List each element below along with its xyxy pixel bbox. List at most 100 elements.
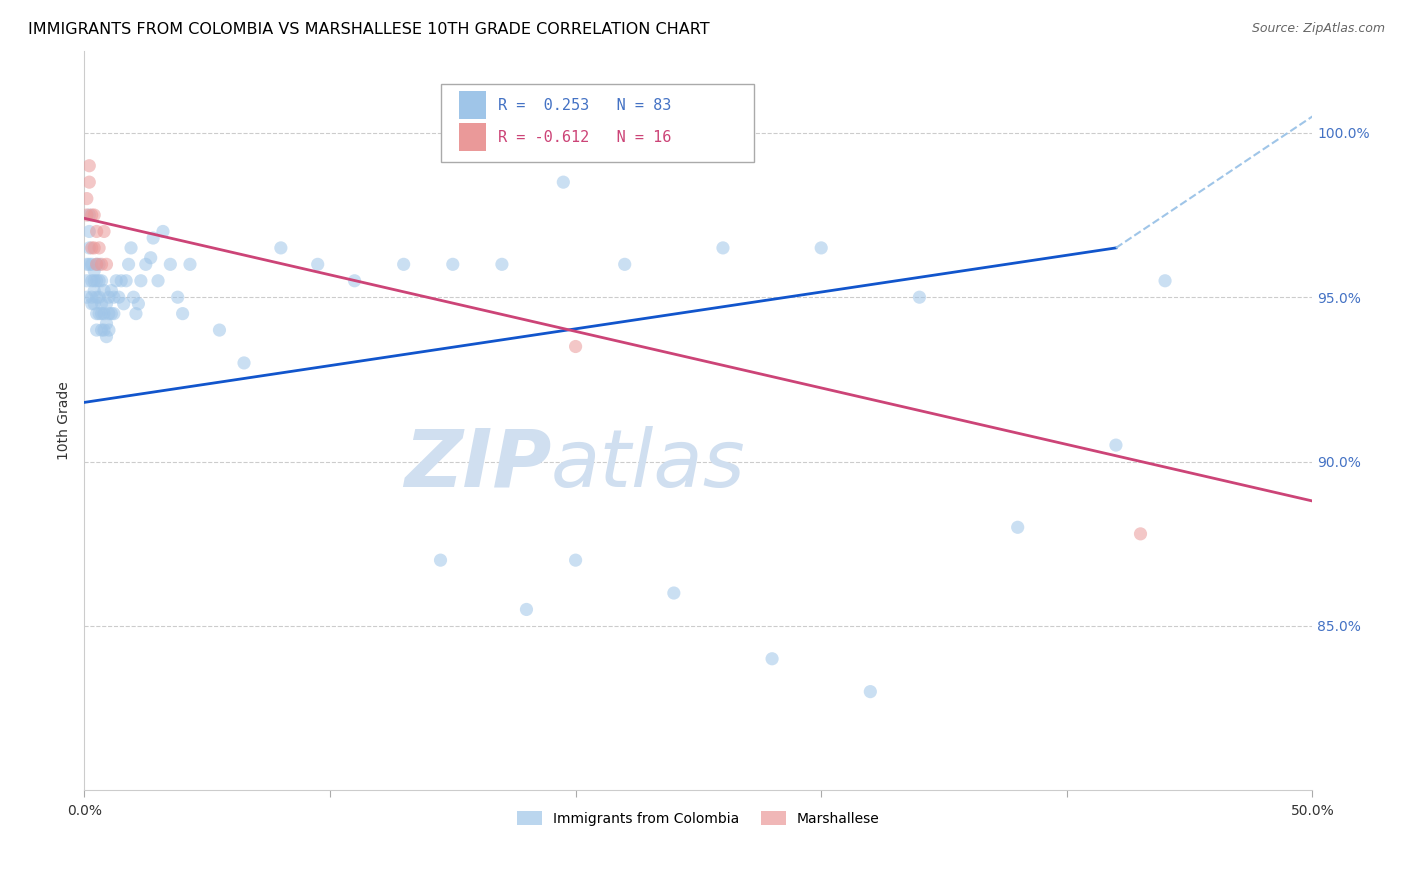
Y-axis label: 10th Grade: 10th Grade xyxy=(58,381,72,460)
Point xyxy=(90,307,112,321)
Point xyxy=(86,257,108,271)
Point xyxy=(87,257,110,271)
Point xyxy=(93,224,115,238)
Point xyxy=(103,307,125,321)
Point xyxy=(76,274,98,288)
Point xyxy=(87,241,110,255)
Point xyxy=(125,307,148,321)
Point xyxy=(810,241,832,255)
Point xyxy=(90,257,112,271)
Point xyxy=(110,274,132,288)
Point xyxy=(80,257,103,271)
Point xyxy=(79,241,101,255)
Point xyxy=(491,257,513,271)
Point xyxy=(208,323,231,337)
Point xyxy=(112,297,135,311)
Text: R =  0.253   N = 83: R = 0.253 N = 83 xyxy=(498,98,672,113)
Point xyxy=(107,290,129,304)
Text: 0.0%: 0.0% xyxy=(67,804,101,818)
Point xyxy=(79,175,101,189)
Point xyxy=(166,290,188,304)
Point xyxy=(80,290,103,304)
Point xyxy=(83,297,105,311)
Point xyxy=(233,356,256,370)
Point xyxy=(83,264,105,278)
Point xyxy=(76,208,98,222)
Point xyxy=(97,323,120,337)
Point xyxy=(761,652,783,666)
Point xyxy=(76,290,98,304)
Point xyxy=(83,274,105,288)
Point xyxy=(343,274,366,288)
Point xyxy=(115,274,138,288)
Point xyxy=(93,307,115,321)
Point xyxy=(79,208,101,222)
Point xyxy=(152,224,174,238)
Point xyxy=(87,274,110,288)
Point xyxy=(553,175,575,189)
Text: Source: ZipAtlas.com: Source: ZipAtlas.com xyxy=(1251,22,1385,36)
Point xyxy=(159,257,181,271)
Point xyxy=(76,257,98,271)
Point xyxy=(270,241,292,255)
Point xyxy=(120,241,142,255)
Point xyxy=(146,274,169,288)
Point xyxy=(1007,520,1029,534)
Point xyxy=(1129,526,1152,541)
Point xyxy=(135,257,157,271)
Point xyxy=(711,241,734,255)
Point xyxy=(87,290,110,304)
Point xyxy=(96,317,118,331)
Point xyxy=(392,257,415,271)
Point xyxy=(908,290,931,304)
Point xyxy=(86,307,108,321)
Point xyxy=(179,257,201,271)
Point xyxy=(80,208,103,222)
Point xyxy=(100,284,122,298)
Point xyxy=(564,339,586,353)
Point xyxy=(129,274,152,288)
FancyBboxPatch shape xyxy=(440,84,754,161)
Point xyxy=(79,224,101,238)
Point xyxy=(105,274,128,288)
Point xyxy=(122,290,145,304)
Text: R = -0.612   N = 16: R = -0.612 N = 16 xyxy=(498,130,672,145)
Point xyxy=(96,257,118,271)
Point xyxy=(90,297,112,311)
Point xyxy=(86,274,108,288)
Point xyxy=(93,284,115,298)
Point xyxy=(90,274,112,288)
Text: IMMIGRANTS FROM COLOMBIA VS MARSHALLESE 10TH GRADE CORRELATION CHART: IMMIGRANTS FROM COLOMBIA VS MARSHALLESE … xyxy=(28,22,710,37)
Point xyxy=(93,323,115,337)
Point xyxy=(117,257,139,271)
Text: 50.0%: 50.0% xyxy=(1291,804,1334,818)
Point xyxy=(87,307,110,321)
FancyBboxPatch shape xyxy=(458,123,486,151)
Point xyxy=(139,251,162,265)
Text: ZIP: ZIP xyxy=(404,425,551,504)
Point xyxy=(86,323,108,337)
Point xyxy=(96,297,118,311)
Point xyxy=(97,290,120,304)
Point xyxy=(90,323,112,337)
Point xyxy=(1105,438,1128,452)
FancyBboxPatch shape xyxy=(458,91,486,120)
Point xyxy=(79,257,101,271)
Point xyxy=(96,329,118,343)
Point xyxy=(515,602,537,616)
Point xyxy=(80,274,103,288)
Point xyxy=(83,284,105,298)
Point xyxy=(97,307,120,321)
Point xyxy=(1154,274,1177,288)
Point xyxy=(83,208,105,222)
Point xyxy=(100,307,122,321)
Point xyxy=(86,224,108,238)
Point xyxy=(429,553,451,567)
Text: atlas: atlas xyxy=(551,425,745,504)
Point xyxy=(80,297,103,311)
Point xyxy=(859,684,882,698)
Point xyxy=(103,290,125,304)
Point xyxy=(613,257,636,271)
Point xyxy=(142,231,165,245)
Legend: Immigrants from Colombia, Marshallese: Immigrants from Colombia, Marshallese xyxy=(512,805,884,831)
